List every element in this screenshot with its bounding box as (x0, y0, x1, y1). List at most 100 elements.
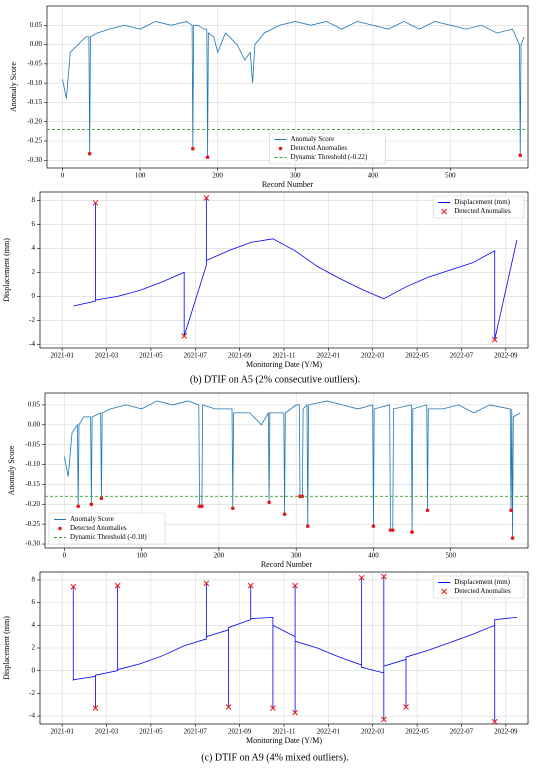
legend-label: Dynamic Threshold (-0.18) (70, 533, 147, 541)
x-tick-label: 2021-09 (228, 352, 252, 360)
plot-frame (44, 392, 529, 549)
y-axis-label: Displacement (mm) (2, 238, 11, 302)
x-tick-label: 2021-09 (228, 728, 252, 736)
panel: 2021-01 2021-03 2021-05 2021-07 2021-09 2021-… (2, 191, 529, 369)
anomaly-marker (247, 582, 254, 589)
legend: Displacement (mm)Detected Anomalies (432, 195, 525, 219)
anomaly-marker (305, 524, 310, 528)
anomaly-marker (292, 582, 298, 589)
plot-frame (39, 571, 529, 725)
y-tick-label: 0.00 (30, 40, 43, 48)
y-tick-label: -0.15 (27, 98, 42, 106)
y-tick-label: 2 (32, 644, 36, 652)
y-tick-label: -0.10 (27, 79, 42, 87)
anomaly-marker (491, 718, 498, 724)
anomaly-marker (267, 500, 271, 505)
anomaly-marker (380, 573, 387, 580)
y-tick-label: -0.30 (27, 156, 42, 164)
x-tick-label: 100 (136, 552, 147, 560)
x-axis-label: Record Number (262, 180, 314, 189)
legend-label: Detected Anomalies (291, 144, 348, 152)
plot-frame (46, 5, 529, 169)
y-tick-label: -0.20 (25, 500, 40, 508)
anomaly-marker (87, 151, 92, 156)
y-axis-label: Anomaly Score (9, 62, 18, 112)
anomaly-marker (70, 583, 77, 590)
anomaly-marker (509, 508, 513, 513)
anomaly-marker (292, 709, 298, 716)
y-tick-label: -0.25 (27, 137, 42, 145)
legend-swatch (441, 208, 448, 215)
legend-label: Displacement (mm) (454, 198, 510, 206)
legend-swatch (441, 588, 448, 595)
data-layer (70, 573, 517, 724)
anomaly-marker (371, 524, 376, 528)
data-line (62, 20, 525, 157)
y-tick-label: 0.05 (30, 21, 43, 29)
y-tick-label: -0.15 (25, 480, 40, 488)
legend-box (432, 195, 525, 219)
legend-label: Detected Anomalies (454, 207, 511, 215)
data-layer (47, 20, 528, 159)
legend-label: Dynamic Threshold (-0.22) (291, 153, 368, 161)
legend-label: Displacement (mm) (454, 578, 510, 586)
y-tick-label: -0.25 (25, 520, 40, 528)
anomaly-marker (114, 582, 121, 589)
legend-box (269, 132, 386, 165)
anomaly-marker (282, 512, 287, 517)
y-tick-label: -2 (29, 316, 35, 324)
x-tick-label: 2022-09 (494, 728, 518, 736)
panel: 0 100 200 300 400 500 0.05 0.00 -0.05 -0.10 -0.15 -… (9, 5, 529, 189)
legend: Displacement (mm)Detected Anomalies (432, 575, 525, 599)
data-line (73, 198, 518, 340)
x-tick-label: 400 (368, 552, 379, 560)
y-tick-label: 4 (32, 244, 36, 252)
anomaly-marker (425, 508, 430, 513)
x-tick-label: 200 (212, 172, 223, 180)
anomaly-marker (181, 333, 188, 339)
y-tick-label: 0.00 (28, 420, 41, 428)
anomaly-marker (403, 704, 409, 710)
x-tick-label: 0 (63, 552, 67, 560)
x-tick-label: 2021-01 (51, 728, 75, 736)
x-tick-label: 400 (368, 172, 379, 180)
y-tick-label: 6 (32, 220, 36, 228)
x-tick-label: 2021-03 (95, 728, 119, 736)
anomaly-marker (200, 504, 204, 509)
y-tick-label: -0.20 (27, 117, 42, 125)
legend-swatch (278, 146, 283, 151)
x-tick-label: 2021-05 (139, 352, 163, 360)
y-tick-label: -0.05 (25, 440, 40, 448)
anomaly-marker (191, 146, 195, 151)
x-tick-label: 2021-07 (184, 728, 208, 736)
anomaly-marker (380, 716, 387, 723)
anomaly-marker (92, 199, 99, 206)
anomaly-marker (225, 704, 232, 710)
panel: 2021-01 2021-03 2021-05 2021-07 2021-09 2021-… (2, 571, 529, 745)
data-line (63, 400, 521, 539)
caption: (c) DTIF on A9 (4% mixed outliers). (201, 752, 348, 763)
y-tick-label: 2 (32, 268, 36, 276)
anomaly-marker (510, 536, 515, 540)
legend-box (432, 575, 525, 599)
anomaly-marker (518, 153, 523, 158)
caption: (b) DTIF on A5 (2% consecutive outliers)… (190, 374, 360, 385)
legend-label: Anomaly Score (291, 135, 335, 143)
x-tick-label: 2021-11 (272, 728, 296, 736)
x-tick-label: 2022-03 (361, 728, 385, 736)
x-axis-label: Record Number (261, 560, 313, 569)
x-tick-label: 500 (445, 172, 456, 180)
x-tick-label: 0 (61, 172, 65, 180)
y-tick-label: 6 (32, 598, 36, 606)
x-axis-label: Monitoring Date (Y/M) (246, 736, 322, 745)
panel: 0 100 200 300 400 500 0.05 0.00 -0.05 -0.10 -0.15 -… (7, 392, 529, 569)
x-axis-label: Monitoring Date (Y/M) (246, 360, 322, 369)
anomaly-marker (203, 580, 210, 587)
x-tick-label: 100 (135, 172, 146, 180)
x-tick-label: 2021-07 (184, 352, 208, 360)
x-tick-label: 200 (214, 552, 225, 560)
anomaly-marker (99, 496, 104, 501)
y-tick-label: -2 (29, 689, 35, 697)
